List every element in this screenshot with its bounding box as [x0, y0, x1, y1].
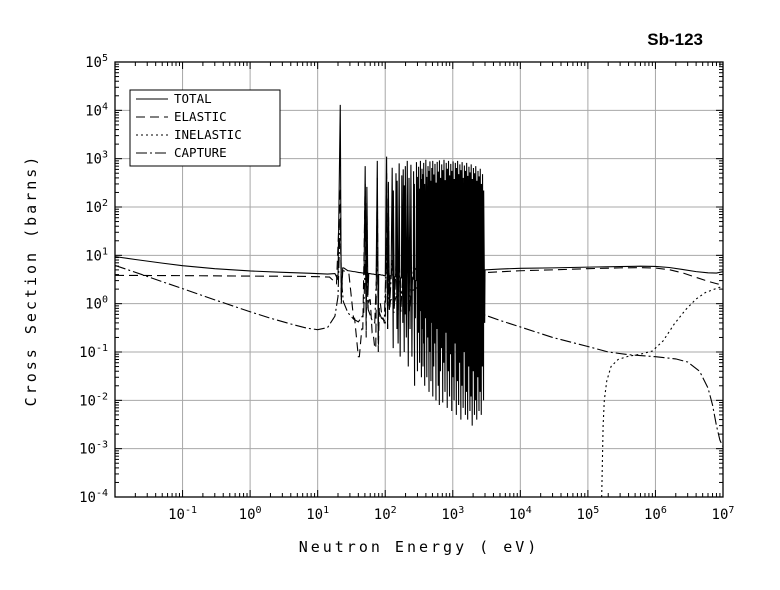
- legend-item-capture: CAPTURE: [136, 145, 227, 160]
- axis-ticks: [115, 61, 724, 498]
- x-tick-label: 103: [441, 505, 464, 523]
- legend-label: ELASTIC: [174, 109, 227, 124]
- y-tick-labels: 105 104 103 102 101 100 10-1 10-2 10-3 10-4: [79, 53, 108, 506]
- x-tick-label: 10-1: [168, 505, 197, 523]
- y-tick-label: 101: [85, 246, 108, 264]
- legend-label: TOTAL: [174, 91, 212, 106]
- y-tick-label: 103: [85, 150, 108, 168]
- x-tick-label: 107: [712, 505, 735, 523]
- x-tick-label: 106: [644, 505, 667, 523]
- x-axis-label: Neutron Energy ( eV): [299, 538, 540, 556]
- curve-inelastic: [601, 285, 723, 497]
- y-tick-label: 10-4: [79, 488, 108, 506]
- y-tick-label: 100: [85, 295, 108, 313]
- x-tick-label: 105: [576, 505, 599, 523]
- legend-item-total: TOTAL: [136, 91, 212, 106]
- legend: TOTAL ELASTIC INELASTIC CAPTURE: [129, 89, 281, 167]
- curves: [115, 104, 723, 497]
- y-tick-label: 10-3: [79, 440, 108, 458]
- y-tick-label: 10-2: [79, 391, 108, 409]
- y-tick-label: 105: [85, 53, 108, 71]
- curve-total: [115, 104, 723, 426]
- legend-label: INELASTIC: [174, 127, 242, 142]
- x-tick-label: 101: [306, 505, 329, 523]
- y-axis-label: Cross Section (barns): [22, 154, 40, 407]
- y-tick-label: 102: [85, 198, 108, 216]
- legend-item-inelastic: INELASTIC: [136, 127, 242, 142]
- x-tick-labels: 10-1 100 101 102 103 104 105 106 107: [168, 505, 734, 523]
- y-tick-label: 104: [85, 101, 108, 119]
- plot-frame: [114, 61, 724, 498]
- x-tick-label: 102: [374, 505, 397, 523]
- legend-label: CAPTURE: [174, 145, 227, 160]
- legend-item-elastic: ELASTIC: [136, 109, 227, 124]
- chart-title: Sb-123: [647, 30, 703, 49]
- x-tick-label: 100: [239, 505, 262, 523]
- x-tick-label: 104: [509, 505, 532, 523]
- y-tick-label: 10-1: [79, 343, 108, 361]
